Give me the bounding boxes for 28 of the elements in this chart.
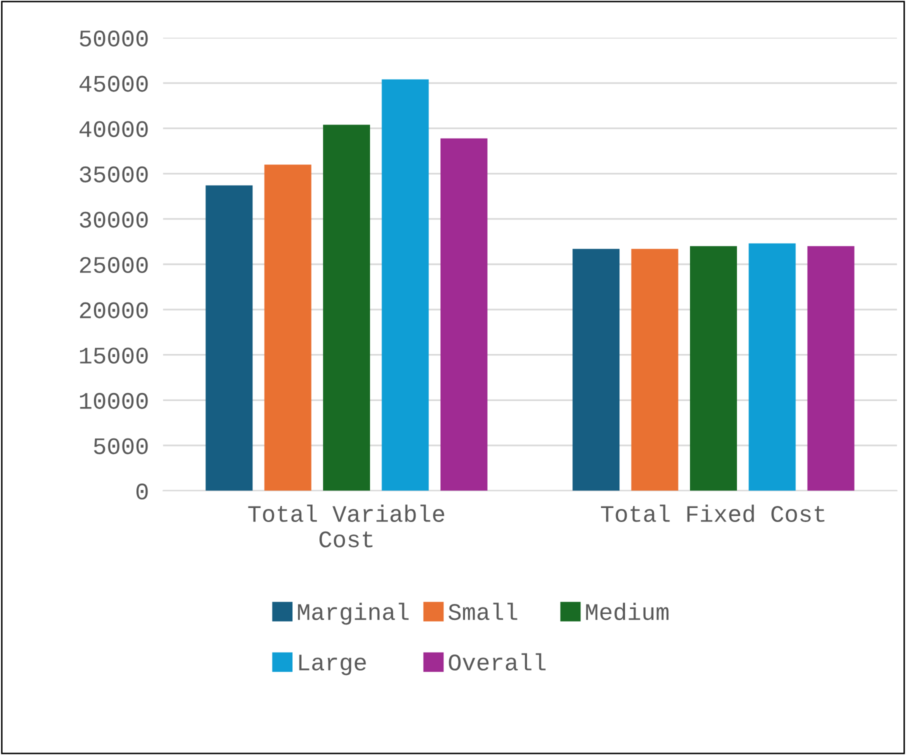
bar bbox=[323, 124, 370, 491]
y-tick-label: 0 bbox=[136, 484, 148, 500]
y-tick-label: 15000 bbox=[80, 348, 148, 364]
y-tick-label: 30000 bbox=[80, 212, 148, 228]
legend-label: Overall bbox=[448, 653, 546, 671]
y-tick-label: 50000 bbox=[80, 30, 148, 47]
y-tick-label: 35000 bbox=[80, 166, 148, 182]
bar bbox=[807, 246, 854, 491]
bar bbox=[690, 246, 737, 491]
bar bbox=[572, 248, 620, 491]
legend-label: Large bbox=[299, 654, 366, 676]
bar bbox=[382, 79, 429, 491]
bar bbox=[440, 138, 488, 491]
x-tick-label: Total Fixed Cost bbox=[600, 504, 824, 522]
y-tick-label: 10000 bbox=[80, 392, 148, 409]
y-tick-label: 20000 bbox=[80, 302, 148, 318]
x-tick-label: Total Variable Cost bbox=[248, 504, 444, 548]
bar bbox=[264, 164, 312, 491]
legend-label: Small bbox=[448, 602, 518, 620]
legend-label: Medium bbox=[586, 602, 668, 620]
y-tick-label: 45000 bbox=[80, 76, 148, 92]
y-tick-label: 25000 bbox=[80, 257, 148, 274]
bar bbox=[631, 248, 678, 491]
y-tick-label: 5000 bbox=[94, 438, 148, 454]
y-tick-label: 40000 bbox=[80, 121, 148, 138]
legend-label: Marginal bbox=[298, 602, 409, 625]
bar bbox=[206, 185, 253, 491]
bar bbox=[748, 243, 796, 491]
